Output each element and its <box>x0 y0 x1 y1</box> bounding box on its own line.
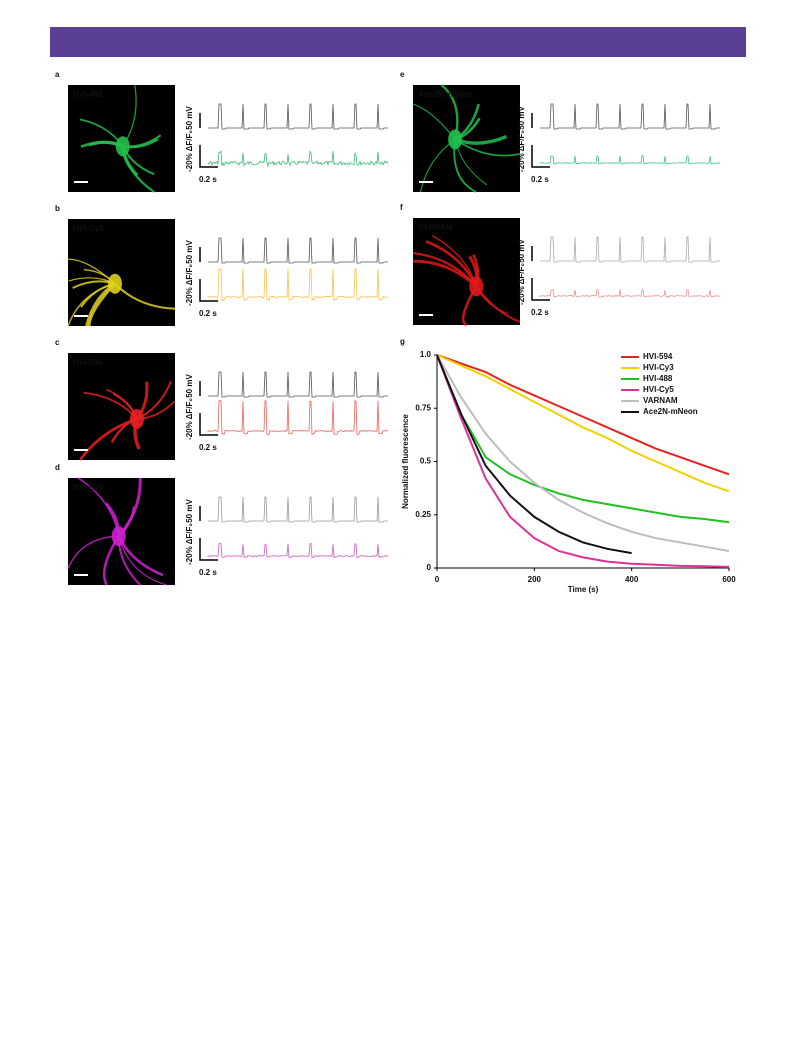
panel-letter: e <box>400 70 405 79</box>
panel-letter: b <box>55 204 60 213</box>
y-tick-label: 0 <box>427 563 432 572</box>
time-scale-label: 0.2 s <box>531 175 549 184</box>
fluorescence-scale-label: -20% ΔF/F₀ <box>185 130 194 172</box>
panel-letter: a <box>55 70 60 79</box>
voltage-scale-label: 50 mV <box>185 106 194 130</box>
time-scale-label: 0.2 s <box>199 309 217 318</box>
panel-letter: c <box>55 338 60 347</box>
fluorescence-trace <box>539 155 721 165</box>
time-scale-label: 0.2 s <box>199 443 217 452</box>
fluorescence-scale-bar <box>199 413 218 436</box>
fluorescence-scale-bar <box>531 278 550 301</box>
legend-label: Ace2N-mNeon <box>643 407 698 416</box>
data-line <box>436 354 730 524</box>
data-line <box>436 354 632 555</box>
data-line <box>436 354 730 476</box>
voltage-trace <box>540 236 720 263</box>
y-tick-label: 0.5 <box>420 457 432 466</box>
indicator-label: HVI-594 <box>73 358 103 367</box>
fluorescence-trace <box>207 399 389 436</box>
indicator-label: VARNAM <box>418 223 453 232</box>
voltage-scale-label: 50 mV <box>517 106 526 130</box>
micrograph <box>68 219 175 326</box>
x-tick-label: 400 <box>625 575 639 584</box>
voltage-trace <box>208 237 388 264</box>
indicator-label: Ace2N-mNeon <box>418 90 473 99</box>
header-bar <box>50 27 746 57</box>
voltage-trace <box>208 371 388 398</box>
voltage-trace <box>540 103 720 130</box>
legend-label: HVI-488 <box>643 374 673 383</box>
x-axis-label: Time (s) <box>568 585 599 594</box>
legend-label: VARNAM <box>643 396 678 405</box>
fluorescence-scale-label: -20% ΔF/F₀ <box>185 523 194 565</box>
soma <box>448 129 463 150</box>
soma <box>129 408 144 429</box>
x-tick-label: 200 <box>528 575 542 584</box>
fluorescence-trace <box>207 150 389 168</box>
indicator-label: HVI-488 <box>73 90 103 99</box>
voltage-scale-label: 50 mV <box>185 374 194 398</box>
time-scale-label: 0.2 s <box>531 308 549 317</box>
y-axis-label: Normalized fluorescence <box>401 414 410 509</box>
x-tick-label: 600 <box>722 575 736 584</box>
indicator-label: HVI-Cy3 <box>73 224 104 233</box>
voltage-trace <box>208 103 388 130</box>
soma <box>469 276 484 297</box>
voltage-scale-label: 50 mV <box>185 499 194 523</box>
fluorescence-scale-bar <box>199 145 218 168</box>
soma <box>115 136 130 157</box>
panel-letter: f <box>400 203 403 212</box>
legend-label: HVI-Cy5 <box>643 385 674 394</box>
time-scale-label: 0.2 s <box>199 175 217 184</box>
indicator-label: HVI-Cy5 <box>73 483 104 492</box>
fluorescence-scale-label: -20% ΔF/F₀ <box>185 264 194 306</box>
legend-label: HVI-Cy3 <box>643 363 674 372</box>
data-line <box>436 354 730 568</box>
panel-letter: g <box>400 337 405 346</box>
fluorescence-scale-bar <box>199 279 218 302</box>
y-tick-label: 0.75 <box>415 403 431 412</box>
fluorescence-trace <box>207 267 389 302</box>
fluorescence-trace <box>207 543 389 559</box>
fluorescence-scale-label: -20% ΔF/F₀ <box>517 263 526 305</box>
soma <box>111 526 126 547</box>
time-scale-label: 0.2 s <box>199 568 217 577</box>
soma <box>107 273 122 294</box>
y-tick-label: 1.0 <box>420 350 432 359</box>
voltage-scale-label: 50 mV <box>517 239 526 263</box>
fluorescence-scale-label: -20% ΔF/F₀ <box>185 398 194 440</box>
voltage-scale-label: 50 mV <box>185 240 194 264</box>
fluorescence-scale-bar <box>531 145 550 168</box>
x-tick-label: 0 <box>435 575 440 584</box>
y-tick-label: 0.25 <box>415 510 431 519</box>
fluorescence-scale-bar <box>199 538 218 561</box>
fluorescence-scale-label: -20% ΔF/F₀ <box>517 130 526 172</box>
fluorescence-trace <box>539 288 721 298</box>
data-line <box>436 354 730 493</box>
legend-label: HVI-594 <box>643 352 673 361</box>
panel-letter: d <box>55 463 60 472</box>
data-line <box>436 354 730 552</box>
voltage-trace <box>208 496 388 523</box>
